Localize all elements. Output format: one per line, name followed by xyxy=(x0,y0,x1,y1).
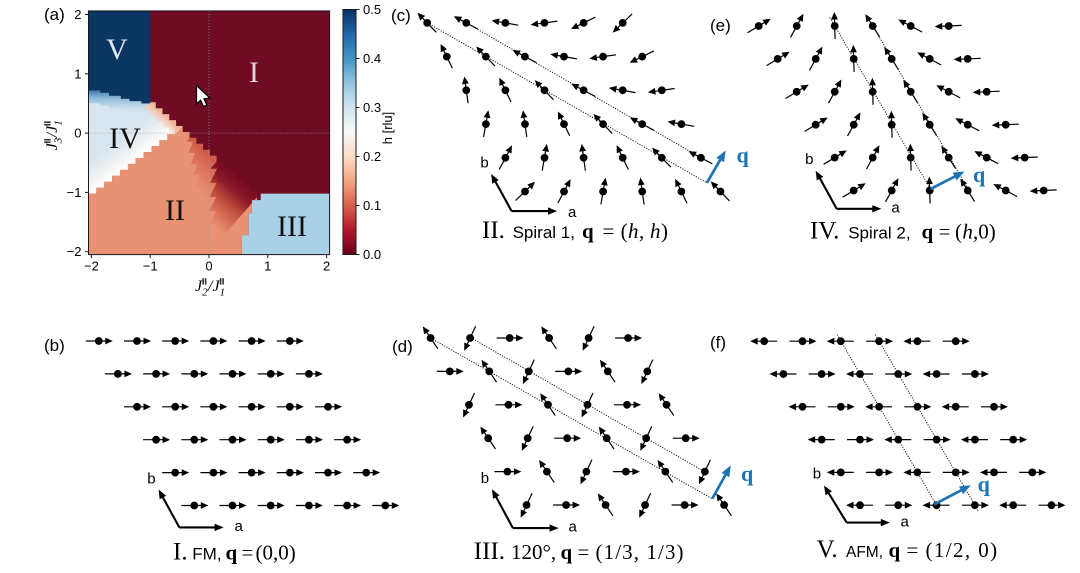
svg-text:=: = xyxy=(603,219,615,243)
svg-text:h [rlu]: h [rlu] xyxy=(380,112,395,145)
svg-text:h: h xyxy=(628,219,639,243)
svg-text:III: III xyxy=(277,210,307,243)
svg-text:b: b xyxy=(481,470,489,487)
svg-text:=: = xyxy=(939,219,951,243)
svg-text:b: b xyxy=(147,471,155,488)
svg-text:V.: V. xyxy=(817,536,838,563)
svg-text:q: q xyxy=(889,538,901,562)
svg-text:0.0: 0.0 xyxy=(363,247,381,262)
svg-text:1: 1 xyxy=(220,287,226,299)
svg-text:1: 1 xyxy=(74,66,81,81)
svg-text:/J: /J xyxy=(44,125,61,138)
svg-text:(: ( xyxy=(955,219,962,243)
svg-text:(: ( xyxy=(621,219,628,243)
svg-text:Spiral 2,: Spiral 2, xyxy=(848,223,910,242)
svg-text:h: h xyxy=(962,219,973,243)
svg-text:=: = xyxy=(907,538,919,562)
svg-text:II: II xyxy=(165,194,185,227)
svg-text:−2: −2 xyxy=(84,259,99,274)
svg-text:q: q xyxy=(922,219,934,243)
svg-text:q: q xyxy=(737,143,750,168)
svg-text:J: J xyxy=(195,278,203,295)
svg-text:(b): (b) xyxy=(44,336,65,355)
svg-text:−1: −1 xyxy=(143,259,158,274)
svg-text:q: q xyxy=(973,162,986,187)
svg-text:1: 1 xyxy=(264,259,271,274)
svg-text:IV.: IV. xyxy=(810,217,839,244)
svg-text:Spiral 1,: Spiral 1, xyxy=(513,223,575,242)
svg-text:0: 0 xyxy=(74,126,81,141)
svg-text:III.: III. xyxy=(474,538,505,565)
svg-text:FM,: FM, xyxy=(192,545,221,564)
svg-text:1: 1 xyxy=(53,120,65,126)
svg-text:0.1: 0.1 xyxy=(363,198,381,213)
svg-text:0.2: 0.2 xyxy=(363,149,381,164)
svg-text:(e): (e) xyxy=(710,16,731,35)
svg-text:(1/3, 1/3): (1/3, 1/3) xyxy=(596,540,685,564)
svg-text:a: a xyxy=(568,204,577,221)
svg-text:a: a xyxy=(901,514,910,531)
svg-text:b: b xyxy=(805,151,813,168)
svg-text:h: h xyxy=(650,219,661,243)
svg-text:=: = xyxy=(242,541,254,565)
svg-text:q: q xyxy=(582,219,594,243)
svg-text:a: a xyxy=(235,518,244,535)
svg-text:2: 2 xyxy=(202,287,208,299)
svg-text:q: q xyxy=(226,541,238,565)
svg-text:q: q xyxy=(741,461,754,486)
svg-text:,: , xyxy=(639,219,644,243)
svg-text:=: = xyxy=(578,540,590,564)
svg-text:(0,0): (0,0) xyxy=(256,541,296,565)
svg-text:q: q xyxy=(978,472,991,497)
svg-text:a: a xyxy=(569,519,578,536)
svg-text:(a): (a) xyxy=(44,5,65,24)
svg-text:V: V xyxy=(106,33,128,66)
svg-text:II.: II. xyxy=(482,217,505,244)
svg-text:3: 3 xyxy=(53,137,65,144)
svg-text:IV: IV xyxy=(109,122,141,155)
svg-text:q: q xyxy=(561,540,573,564)
svg-text:b: b xyxy=(813,466,821,483)
svg-text:120°,: 120°, xyxy=(511,540,556,564)
svg-text:(1/2, 0): (1/2, 0) xyxy=(926,538,999,562)
svg-text:(f): (f) xyxy=(710,333,726,352)
svg-text:,0): ,0) xyxy=(973,219,996,243)
svg-text:(d): (d) xyxy=(392,337,413,356)
svg-text:0.3: 0.3 xyxy=(363,100,381,115)
svg-text:2: 2 xyxy=(323,259,330,274)
svg-text:a: a xyxy=(891,200,900,217)
svg-text:I: I xyxy=(249,56,259,89)
svg-text:I.: I. xyxy=(173,539,188,566)
svg-text:2: 2 xyxy=(74,7,81,22)
svg-text:0.5: 0.5 xyxy=(363,2,381,17)
svg-text:AFM,: AFM, xyxy=(846,544,883,561)
svg-text:0.4: 0.4 xyxy=(363,51,381,66)
svg-text:J: J xyxy=(44,142,61,150)
svg-text:b: b xyxy=(480,155,488,172)
svg-text:−1: −1 xyxy=(67,185,82,200)
svg-text:(c): (c) xyxy=(391,6,411,25)
svg-text:): ) xyxy=(661,219,668,243)
svg-text:0: 0 xyxy=(205,259,212,274)
svg-text:−2: −2 xyxy=(67,244,82,259)
svg-text:/J: /J xyxy=(207,278,220,295)
